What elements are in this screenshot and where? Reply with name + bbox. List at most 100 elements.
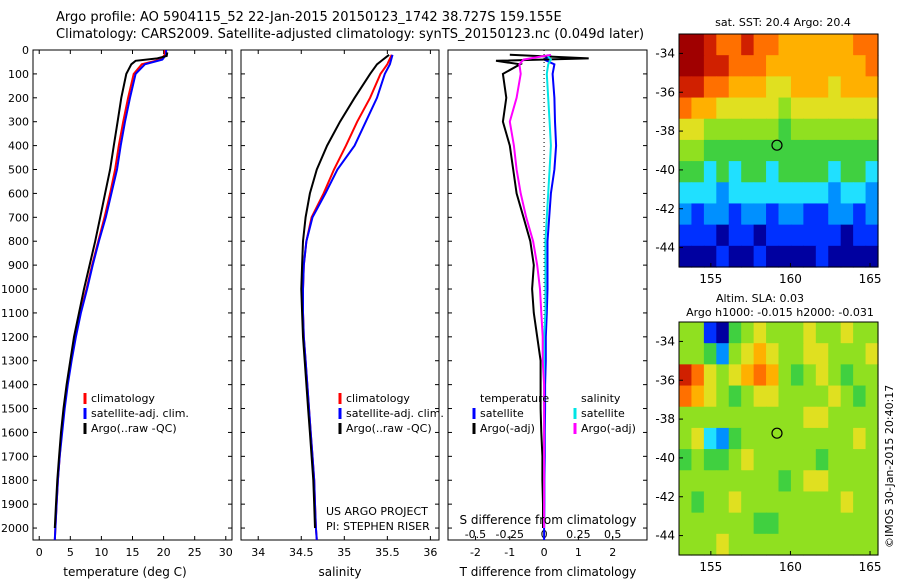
heatmap-cell [853,76,867,99]
y-tick-label: 800 [8,235,29,248]
heatmap-cell [803,182,817,205]
y-tick-label: 1900 [1,498,29,511]
heatmap-cell [778,182,792,205]
heatmap-cell [716,182,730,205]
heatmap-cell [790,203,804,226]
heatmap-cell [703,203,717,226]
heatmap-cell [691,118,705,141]
heatmap-cell [741,470,755,493]
heatmap-cell [803,322,817,344]
heatmap-cell [741,245,755,268]
heatmap-cell [865,343,879,365]
heatmap-cell [815,512,829,535]
y-tick-label: 300 [8,116,29,129]
heatmap-cell [716,118,730,141]
heatmap-cell [815,161,829,183]
lon-tick-label: 155 [699,560,722,574]
heatmap-cell [853,343,867,365]
heatmap-cell [753,224,767,247]
legend-label: satellite [480,407,524,420]
heatmap-cell [778,449,792,471]
sst-map-panel: sat. SST: 20.4 Argo: 20.4 155 160 165 -34 -3… [655,16,881,286]
heatmap-cell [803,55,817,77]
heatmap-cell [753,55,767,77]
heatmap-cell [853,364,867,387]
project-annotation-line-1: US ARGO PROJECT [326,505,428,518]
heatmap-cell [778,245,792,268]
heatmap-cell [679,470,693,493]
heatmap-cell [778,427,792,450]
heatmap-cell [865,427,879,450]
heatmap-cell [803,203,817,226]
heatmap-cell [790,491,804,514]
heatmap-cell [766,34,780,56]
heatmap-cell [766,55,780,77]
heatmap-cell [803,34,817,56]
heatmap-cell [865,34,879,56]
y-tick-label: 400 [8,140,29,153]
heatmap-cell [703,139,717,162]
heatmap-cell [766,512,780,535]
heatmap-cell [716,385,730,408]
s-difference-x-label: S difference from climatology [460,513,637,527]
heatmap-cell [753,533,767,556]
heatmap-cell [865,182,879,205]
sst-map-ticks: 155 160 165 -34 -36 -38 -40 -42 -44 [655,46,881,286]
heatmap-cell [790,406,804,429]
heatmap-cell [691,427,705,450]
heatmap-cell [828,343,842,365]
heatmap-cell [753,118,767,141]
sla-map-subtitle: Argo h1000: -0.015 h2000: -0.031 [686,306,874,319]
lat-tick-label: -42 [655,202,675,216]
heatmap-cell [679,427,693,450]
heatmap-cell [703,406,717,429]
heatmap-cell [728,76,742,99]
heatmap-cell [728,406,742,429]
heatmap-cell [679,491,693,514]
heatmap-cell [691,470,705,493]
heatmap-cell [803,427,817,450]
heatmap-cell [679,385,693,408]
heatmap-cell [766,182,780,205]
heatmap-cell [778,118,792,141]
x-tick-label: -1 [504,546,515,559]
heatmap-cell [815,203,829,226]
heatmap-cell [728,34,742,56]
legend-label: Argo(..raw -QC) [346,422,432,435]
heatmap-cell [815,364,829,387]
heatmap-cell [803,343,817,365]
heatmap-cell [703,322,717,344]
heatmap-cell [865,161,879,183]
x-tick-label: 25 [188,546,202,559]
heatmap-cell [853,97,867,120]
heatmap-cell [828,245,842,268]
heatmap-cell [865,385,879,408]
heatmap-cell [753,427,767,450]
heatmap-cell [790,364,804,387]
heatmap-cell [741,97,755,120]
difference-legend: temperature satellite Argo(-adj) salinity sa… [472,392,636,435]
heatmap-cell [766,322,780,344]
heatmap-cell [803,449,817,471]
heatmap-cell [741,182,755,205]
heatmap-cell [790,224,804,247]
heatmap-cell [865,139,879,162]
heatmap-cell [728,182,742,205]
heatmap-cell [865,203,879,226]
heatmap-cell [703,34,717,56]
heatmap-cell [728,161,742,183]
y-tick-label: 1400 [1,379,29,392]
heatmap-cell [716,322,730,344]
heatmap-cell [703,118,717,141]
heatmap-cell [679,182,693,205]
heatmap-cell [741,385,755,408]
legend-label: climatology [91,392,155,405]
x-tick-label: 5 [67,546,74,559]
heatmap-cell [728,364,742,387]
lat-tick-label: -44 [655,529,675,543]
heatmap-cell [778,161,792,183]
heatmap-cell [840,139,854,162]
lat-tick-label: -40 [655,163,675,177]
legend-label: climatology [346,392,410,405]
heatmap-cell [828,385,842,408]
